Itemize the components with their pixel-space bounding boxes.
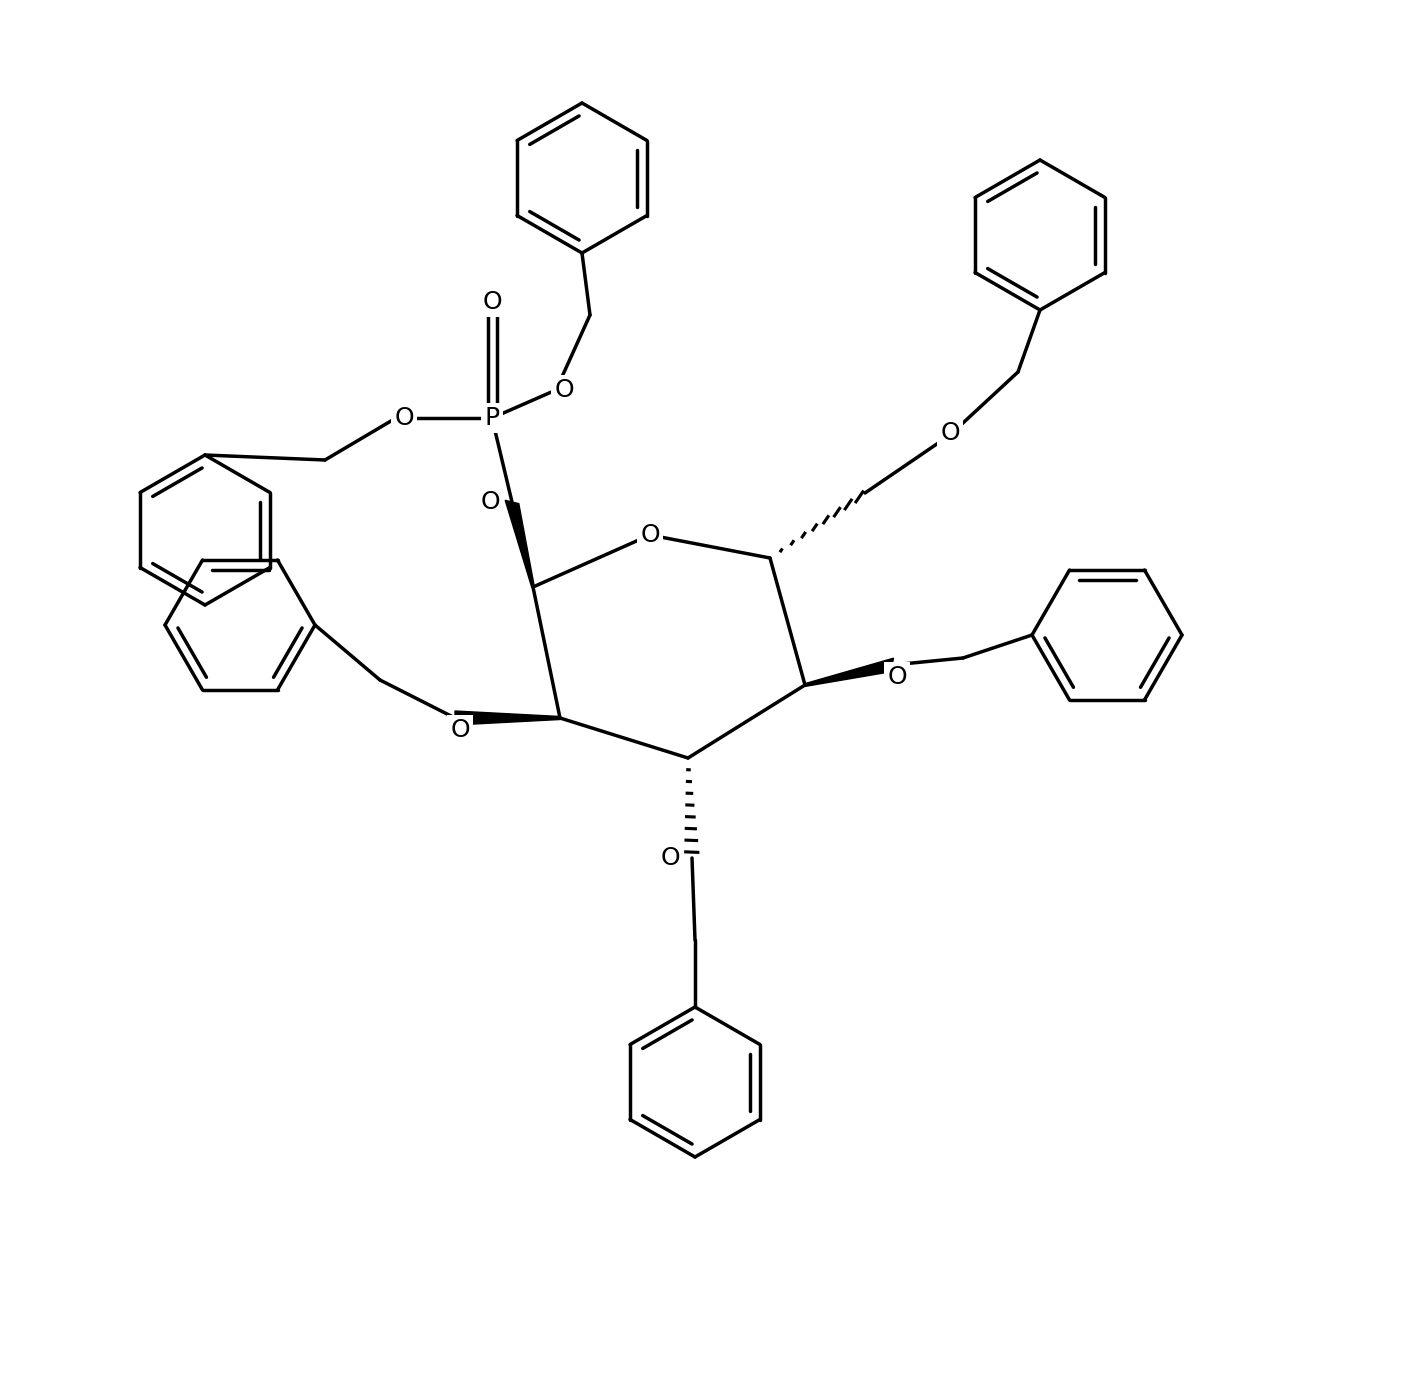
Text: O: O <box>450 718 470 743</box>
Polygon shape <box>506 500 534 588</box>
Text: O: O <box>887 664 907 690</box>
Polygon shape <box>456 711 560 725</box>
Polygon shape <box>804 658 894 687</box>
Text: P: P <box>484 406 500 430</box>
Text: O: O <box>660 846 680 870</box>
Text: O: O <box>940 422 960 445</box>
Text: O: O <box>480 490 500 514</box>
Text: O: O <box>394 406 414 430</box>
Text: O: O <box>483 290 501 314</box>
Text: O: O <box>554 378 574 402</box>
Text: O: O <box>640 524 660 547</box>
